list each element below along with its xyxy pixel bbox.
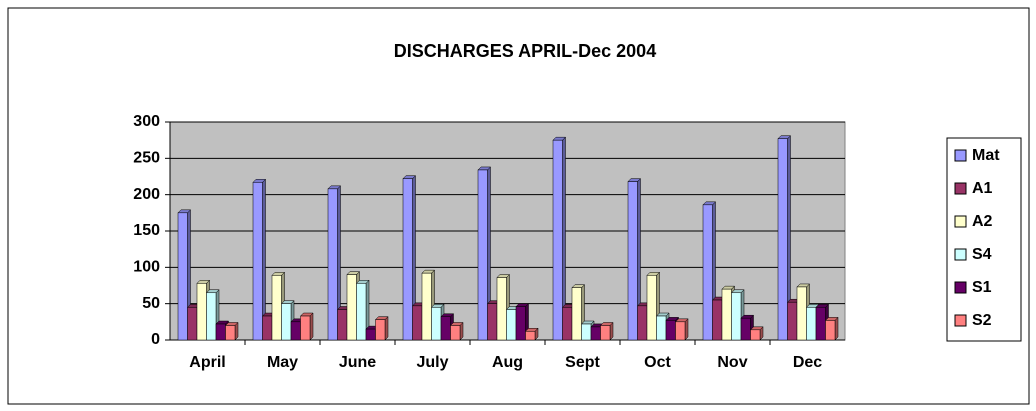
bar xyxy=(300,315,311,341)
bar-side xyxy=(384,316,389,341)
bar xyxy=(412,305,423,341)
legend-swatch xyxy=(954,182,967,195)
y-tick-label: 150 xyxy=(133,222,160,239)
legend-swatch xyxy=(954,281,967,294)
bar xyxy=(627,181,638,341)
bar xyxy=(506,309,517,341)
legend xyxy=(946,137,1022,342)
bar xyxy=(281,303,292,341)
bar xyxy=(196,283,207,341)
bar xyxy=(365,328,376,341)
bar xyxy=(327,188,338,341)
bar xyxy=(440,316,451,341)
bar-side xyxy=(684,318,689,341)
bar xyxy=(646,275,657,341)
bar xyxy=(581,323,592,341)
legend-swatch xyxy=(954,215,967,228)
bar xyxy=(477,169,488,341)
bar-side xyxy=(309,312,314,341)
bar xyxy=(815,307,826,341)
bar xyxy=(777,138,788,341)
bar xyxy=(337,309,348,341)
chart-title: DISCHARGES APRIL-Dec 2004 xyxy=(394,41,656,61)
bar xyxy=(552,139,563,341)
x-tick-label: Nov xyxy=(717,354,747,371)
bar xyxy=(262,315,273,341)
bar xyxy=(721,288,732,341)
legend-label: S4 xyxy=(972,246,992,263)
bar xyxy=(356,283,367,341)
bar xyxy=(712,299,723,341)
bar xyxy=(215,323,226,341)
y-tick-label: 100 xyxy=(133,259,160,276)
bar xyxy=(675,321,686,341)
y-tick-label: 50 xyxy=(142,295,160,312)
bar xyxy=(806,307,817,341)
bar xyxy=(750,329,761,341)
legend-label: S2 xyxy=(972,312,992,329)
bar xyxy=(271,275,282,341)
bar xyxy=(177,212,188,341)
legend-label: A2 xyxy=(972,213,993,230)
bar xyxy=(450,325,461,341)
y-tick-label: 250 xyxy=(133,150,160,167)
bar xyxy=(740,317,751,341)
y-tick-label: 0 xyxy=(151,331,160,348)
bar xyxy=(421,272,432,341)
x-tick-label: June xyxy=(339,354,376,371)
legend-swatch xyxy=(954,314,967,327)
y-tick-label: 300 xyxy=(133,113,160,130)
bar xyxy=(290,321,301,341)
bar xyxy=(637,305,648,341)
bar xyxy=(562,307,573,341)
x-tick-label: Sept xyxy=(565,354,600,371)
x-tick-label: April xyxy=(189,354,225,371)
bar xyxy=(731,292,742,341)
bar xyxy=(571,287,582,341)
legend-label: A1 xyxy=(972,180,993,197)
bar xyxy=(252,182,263,341)
bar xyxy=(665,320,676,341)
bar xyxy=(187,307,198,341)
bar xyxy=(487,303,498,341)
bar xyxy=(702,204,713,341)
bar xyxy=(590,326,601,341)
x-tick-label: Aug xyxy=(492,354,523,371)
x-tick-label: Dec xyxy=(793,354,822,371)
bar-side xyxy=(834,316,839,341)
bar xyxy=(496,277,507,341)
y-tick-label: 200 xyxy=(133,186,160,203)
bar xyxy=(206,292,217,341)
legend-swatch xyxy=(954,149,967,162)
bar xyxy=(346,274,357,341)
legend-label: Mat xyxy=(972,147,1000,164)
x-tick-label: July xyxy=(416,354,448,371)
bar xyxy=(225,325,236,341)
bar xyxy=(515,306,526,341)
bar xyxy=(787,301,798,341)
bar xyxy=(656,315,667,341)
bar xyxy=(375,319,386,341)
bar xyxy=(525,331,536,341)
bar xyxy=(402,178,413,341)
bar xyxy=(825,320,836,341)
x-tick-label: Oct xyxy=(644,354,671,371)
legend-swatch xyxy=(954,248,967,261)
bar xyxy=(796,286,807,341)
bar xyxy=(431,307,442,341)
legend-label: S1 xyxy=(972,279,992,296)
bar xyxy=(600,325,611,341)
x-tick-label: May xyxy=(267,354,298,371)
